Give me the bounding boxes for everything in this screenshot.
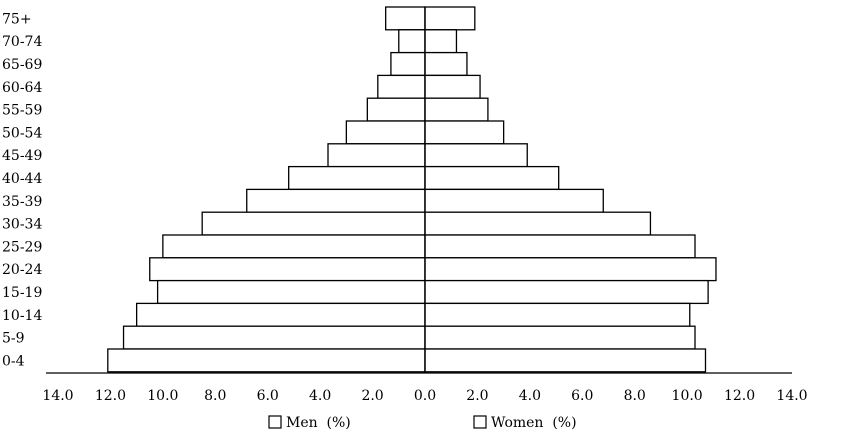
category-label-75+: 75+ bbox=[2, 11, 32, 27]
men-bar-45-49 bbox=[327, 143, 426, 168]
women-bar-70-74 bbox=[424, 29, 458, 54]
men-bar-10-14 bbox=[135, 302, 426, 327]
men-bar-60-64 bbox=[377, 74, 426, 99]
category-label-65-69: 65-69 bbox=[2, 57, 42, 73]
category-label-15-19: 15-19 bbox=[2, 285, 42, 301]
women-bar-40-44 bbox=[424, 165, 560, 191]
x-tick-label: 6.0 bbox=[571, 388, 593, 404]
women-bar-45-49 bbox=[424, 143, 528, 168]
women-bar-25-29 bbox=[424, 234, 696, 259]
women-bar-0-4 bbox=[424, 348, 707, 373]
women-bar-10-14 bbox=[424, 302, 691, 327]
legend-label-men: Men (%) bbox=[286, 415, 351, 431]
category-label-30-34: 30-34 bbox=[2, 217, 42, 233]
men-bar-40-44 bbox=[288, 165, 426, 191]
category-label-20-24: 20-24 bbox=[2, 262, 42, 278]
x-tick-label: 10.0 bbox=[672, 388, 703, 404]
women-bar-30-34 bbox=[424, 211, 652, 236]
legend-label-women: Women (%) bbox=[491, 415, 577, 431]
x-tick-label: 8.0 bbox=[204, 388, 226, 404]
men-bar-0-4 bbox=[107, 348, 426, 373]
x-tick-label: 14.0 bbox=[776, 388, 807, 404]
women-bar-15-19 bbox=[424, 279, 709, 305]
x-tick-label: 14.0 bbox=[42, 388, 73, 404]
men-bar-50-54 bbox=[345, 120, 426, 145]
men-bar-70-74 bbox=[398, 29, 426, 54]
men-bar-75+ bbox=[385, 6, 426, 31]
x-tick-label: 0.0 bbox=[414, 388, 436, 404]
category-label-35-39: 35-39 bbox=[2, 194, 42, 210]
x-axis: 14.0 12.0 10.0 8.0 6.0 4.0 2.0 0.0 2.0 4.0 6.0 8.0 1… bbox=[42, 7, 808, 404]
legend-swatch-men bbox=[268, 415, 282, 429]
x-tick-label: 4.0 bbox=[519, 388, 541, 404]
women-bar-60-64 bbox=[424, 74, 481, 99]
men-bar-25-29 bbox=[162, 234, 426, 259]
women-bar-35-39 bbox=[424, 188, 604, 213]
x-tick-label: 8.0 bbox=[624, 388, 646, 404]
legend: Men (%) Women (%) bbox=[268, 415, 577, 431]
category-label-10-14: 10-14 bbox=[2, 308, 42, 324]
men-bar-30-34 bbox=[201, 211, 426, 236]
x-tick-label: 12.0 bbox=[724, 388, 755, 404]
category-label-40-44: 40-44 bbox=[2, 171, 42, 187]
x-tick-label: 4.0 bbox=[309, 388, 331, 404]
x-tick-label: 12.0 bbox=[95, 388, 126, 404]
x-tick-label: 6.0 bbox=[257, 388, 279, 404]
women-bar-55-59 bbox=[424, 97, 489, 122]
category-label-5-9: 5-9 bbox=[2, 331, 25, 347]
category-label-50-54: 50-54 bbox=[2, 125, 42, 141]
women-bar-65-69 bbox=[424, 51, 468, 77]
category-label-55-59: 55-59 bbox=[2, 103, 42, 119]
category-label-0-4: 0-4 bbox=[2, 353, 25, 369]
x-tick-label: 10.0 bbox=[147, 388, 178, 404]
category-label-25-29: 25-29 bbox=[2, 239, 42, 255]
men-bar-55-59 bbox=[366, 97, 426, 122]
category-label-60-64: 60-64 bbox=[2, 80, 42, 96]
men-bar-20-24 bbox=[149, 257, 426, 282]
category-label-70-74: 70-74 bbox=[2, 34, 42, 50]
men-bar-5-9 bbox=[122, 325, 426, 350]
men-bar-15-19 bbox=[156, 279, 426, 305]
legend-swatch-women bbox=[473, 415, 487, 429]
women-bar-5-9 bbox=[424, 325, 696, 350]
women-bar-50-54 bbox=[424, 120, 505, 145]
category-labels-group: 75+ 70-74 65-69 60-64 55-59 50-54 45-49 40-44 35… bbox=[2, 11, 42, 369]
x-tick-label: 2.0 bbox=[361, 388, 383, 404]
women-bar-20-24 bbox=[424, 257, 717, 282]
men-bar-35-39 bbox=[246, 188, 426, 213]
bars-group bbox=[107, 6, 717, 373]
men-bar-65-69 bbox=[390, 51, 426, 77]
x-tick-label: 2.0 bbox=[466, 388, 488, 404]
women-bar-75+ bbox=[424, 6, 476, 31]
category-label-45-49: 45-49 bbox=[2, 148, 42, 164]
